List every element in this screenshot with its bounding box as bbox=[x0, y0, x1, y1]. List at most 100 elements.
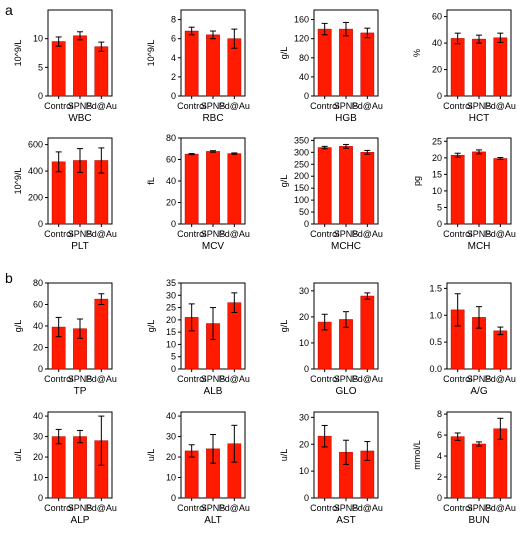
rbc-y-tick-label: 6 bbox=[171, 34, 176, 44]
alt-y-axis-label: u/L bbox=[146, 449, 156, 462]
plt-y-tick-label: 0 bbox=[38, 219, 43, 229]
mchc-bar bbox=[360, 152, 375, 225]
wbc-x-tick-label: SPNS bbox=[68, 101, 93, 111]
bun-y-axis-label: mmol/L bbox=[412, 440, 422, 470]
mchc-y-tick-label: 150 bbox=[294, 183, 309, 193]
wbc-bar bbox=[94, 46, 109, 97]
ast-x-tick-label: Control bbox=[310, 503, 339, 513]
wbc-bar bbox=[51, 41, 66, 97]
bun-x-axis-label: BUN bbox=[468, 515, 489, 526]
hgb-x-tick-label: Control bbox=[310, 101, 339, 111]
a-g-y-tick-label: 0.5 bbox=[429, 337, 442, 347]
alt-y-tick-label: 40 bbox=[166, 411, 176, 421]
bun-x-tick-label: Control bbox=[443, 503, 472, 513]
glo-y-tick-label: 0 bbox=[304, 364, 309, 374]
a-g-x-tick-label: Control bbox=[443, 374, 472, 384]
ast-y-axis-label: u/L bbox=[279, 449, 289, 462]
mch-x-tick-label: Control bbox=[443, 229, 472, 239]
glo-y-tick-label: 30 bbox=[299, 286, 309, 296]
hct-bar bbox=[472, 38, 486, 97]
mch-y-tick-label: 20 bbox=[432, 153, 442, 163]
mch-x-tick-label: SPNS bbox=[467, 229, 492, 239]
bun-y-tick-label: 8 bbox=[437, 409, 442, 419]
bun-y-tick-label: 4 bbox=[437, 451, 442, 461]
bun-bar bbox=[472, 443, 486, 499]
hgb-y-tick-label: 40 bbox=[299, 72, 309, 82]
hgb-y-axis-label: g/L bbox=[279, 47, 289, 60]
mch-bar bbox=[493, 158, 508, 225]
alt-y-tick-label: 20 bbox=[166, 452, 176, 462]
rbc-x-tick-label: Control bbox=[177, 101, 206, 111]
alp-y-tick-label: 30 bbox=[33, 432, 43, 442]
mchc-x-axis-label: MCHC bbox=[331, 241, 361, 252]
alt-y-tick-label: 0 bbox=[171, 493, 176, 503]
a-g-bar bbox=[493, 330, 508, 370]
mchc-y-tick-label: 50 bbox=[299, 207, 309, 217]
alt-x-axis-label: ALT bbox=[204, 515, 222, 526]
mch-y-tick-label: 0 bbox=[437, 219, 442, 229]
tp-y-tick-label: 20 bbox=[33, 343, 43, 353]
tp-y-tick-label: 0 bbox=[38, 364, 43, 374]
alp-bar bbox=[51, 436, 66, 499]
mch-y-axis-label: pg bbox=[412, 176, 422, 186]
hgb-x-tick-label: SPNS bbox=[334, 101, 359, 111]
hgb-y-tick-label: 120 bbox=[294, 34, 309, 44]
mch-x-tick-label: Pd@Au bbox=[485, 229, 516, 239]
plt-y-tick-label: 400 bbox=[28, 166, 43, 176]
mch-y-tick-label: 25 bbox=[432, 136, 442, 146]
plt-y-tick-label: 200 bbox=[28, 193, 43, 203]
ast-x-tick-label: SPNS bbox=[334, 503, 359, 513]
mchc-bar bbox=[339, 146, 353, 225]
panel-label-a: a bbox=[5, 2, 13, 18]
mchc-bar bbox=[317, 147, 332, 225]
tp-bar bbox=[94, 298, 109, 370]
alp-y-tick-label: 10 bbox=[33, 473, 43, 483]
hgb-y-tick-label: 160 bbox=[294, 15, 309, 25]
rbc-y-tick-label: 0 bbox=[171, 91, 176, 101]
glo-y-tick-label: 20 bbox=[299, 312, 309, 322]
tp-x-tick-label: SPNS bbox=[68, 374, 93, 384]
alb-y-tick-label: 5 bbox=[171, 352, 176, 362]
plt-y-axis-label: 10^9/L bbox=[13, 168, 23, 195]
plt-x-axis-label: PLT bbox=[71, 241, 89, 252]
mch-y-tick-label: 5 bbox=[437, 202, 442, 212]
ast-x-tick-label: Pd@Au bbox=[352, 503, 383, 513]
mchc-x-tick-label: Pd@Au bbox=[352, 229, 383, 239]
a-g-x-tick-label: SPNS bbox=[467, 374, 492, 384]
wbc-bar bbox=[73, 35, 87, 97]
alt-y-tick-label: 10 bbox=[166, 473, 176, 483]
a-g-y-tick-label: 1.0 bbox=[429, 310, 442, 320]
alb-y-tick-label: 35 bbox=[166, 278, 176, 288]
hct-x-tick-label: Pd@Au bbox=[485, 101, 516, 111]
mcv-bar bbox=[184, 153, 199, 225]
hgb-x-axis-label: HGB bbox=[335, 113, 357, 124]
tp-y-axis-label: g/L bbox=[13, 320, 23, 333]
hct-y-tick-label: 60 bbox=[432, 12, 442, 22]
a-g-y-tick-label: 1.5 bbox=[429, 283, 442, 293]
hct-bar bbox=[493, 37, 508, 97]
glo-y-axis-label: g/L bbox=[279, 320, 289, 333]
glo-y-tick-label: 10 bbox=[299, 338, 309, 348]
alb-y-tick-label: 30 bbox=[166, 290, 176, 300]
hgb-bar bbox=[360, 32, 375, 97]
mch-bar bbox=[472, 151, 486, 225]
glo-x-tick-label: SPNS bbox=[334, 374, 359, 384]
mch-y-tick-label: 15 bbox=[432, 169, 442, 179]
alt-bar bbox=[184, 450, 199, 499]
mch-x-axis-label: MCH bbox=[468, 241, 491, 252]
plt-y-tick-label: 600 bbox=[28, 140, 43, 150]
alb-y-tick-label: 25 bbox=[166, 303, 176, 313]
wbc-y-axis-label: 10^9/L bbox=[13, 40, 23, 67]
mcv-y-tick-label: 0 bbox=[171, 219, 176, 229]
mcv-y-tick-label: 20 bbox=[166, 198, 176, 208]
mchc-y-tick-label: 250 bbox=[294, 159, 309, 169]
alb-y-tick-label: 0 bbox=[171, 364, 176, 374]
bun-y-tick-label: 0 bbox=[437, 493, 442, 503]
panel-label-b: b bbox=[5, 270, 13, 286]
hct-x-axis-label: HCT bbox=[469, 113, 490, 124]
rbc-bar bbox=[206, 34, 220, 97]
mchc-y-tick-label: 300 bbox=[294, 147, 309, 157]
alp-bar bbox=[73, 436, 87, 499]
rbc-y-tick-label: 2 bbox=[171, 72, 176, 82]
